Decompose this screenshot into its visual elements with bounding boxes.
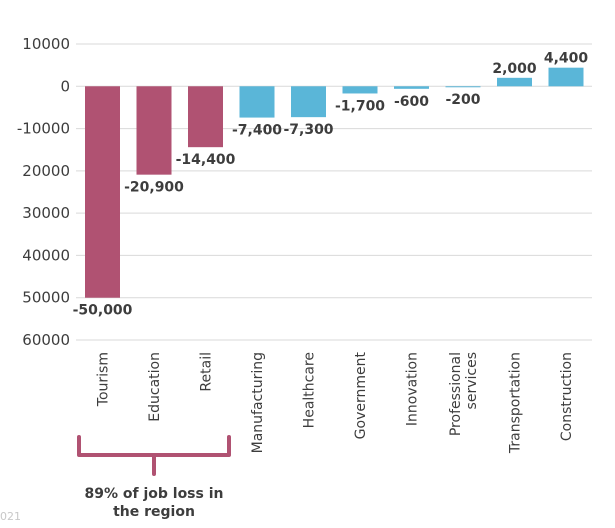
category-label-line: Retail [199,352,215,392]
category-label-line: Manufacturing [250,352,266,453]
brace-annotation: 89% of job loss in the region [77,435,231,520]
bar [497,77,532,87]
data-label: -7,400 [232,123,282,139]
category-label-line: Transportation [508,352,524,454]
data-labels: -50,000-20,900-14,400-7,400 -7,300-1,700-… [73,51,589,319]
brace-shape [77,435,231,476]
y-tick-label: 50000 [22,289,70,307]
bars [85,67,584,298]
bar [394,86,429,89]
data-label: -50,000 [73,303,133,319]
bar [445,86,481,88]
y-tick-label: -10000 [17,120,70,138]
data-label: -14,400 [176,152,236,168]
y-tick-label: 30000 [22,204,70,222]
category-label-line: Innovation [405,352,421,426]
category-label-line: services [464,352,480,409]
bar [291,86,326,118]
data-label: 4,400 [544,51,589,67]
category-label: Construction [559,352,575,441]
bar [342,86,378,94]
category-label: Retail [199,352,215,392]
bar [548,67,584,87]
category-label-line: Healthcare [302,352,318,428]
data-label: -20,900 [124,180,184,196]
bar [85,86,120,298]
footer-text: 021 [0,510,21,523]
data-label: -1,700 [335,98,385,114]
data-label: -200 [445,92,480,108]
category-label: Education [147,352,163,422]
category-label-line: Education [147,352,163,422]
category-label-line: Professional [448,352,464,436]
category-label: Innovation [405,352,421,426]
category-label: Professional services [448,352,480,436]
category-label: Healthcare [302,352,318,428]
data-label: -600 [394,94,429,110]
category-label: Government [353,351,369,439]
category-label-line: Construction [559,352,575,441]
y-tick-label: 60000 [22,331,70,349]
annotation-text: 89% of job loss in [84,486,223,502]
y-axis-ticks: 10000 0 -10000 20000 30000 40000 50000 60000 [17,35,70,349]
y-tick-label: 0 [60,77,70,95]
category-label-line: Government [353,351,369,439]
y-tick-label: 40000 [22,246,70,264]
bar [239,86,275,118]
y-tick-label: 20000 [22,162,70,180]
annotation-text: the region [113,504,195,520]
category-label: Transportation [508,352,524,454]
data-label: -7,300 [283,122,333,138]
bar [188,86,223,148]
category-label-line: Tourism [96,352,112,407]
data-label: 2,000 [492,61,537,77]
bar [136,86,172,175]
category-label: Tourism [96,352,112,407]
category-labels: Tourism Education Retail Manufacturing Healt… [96,351,576,454]
category-label: Manufacturing [250,352,266,453]
y-tick-label: 10000 [22,35,70,53]
